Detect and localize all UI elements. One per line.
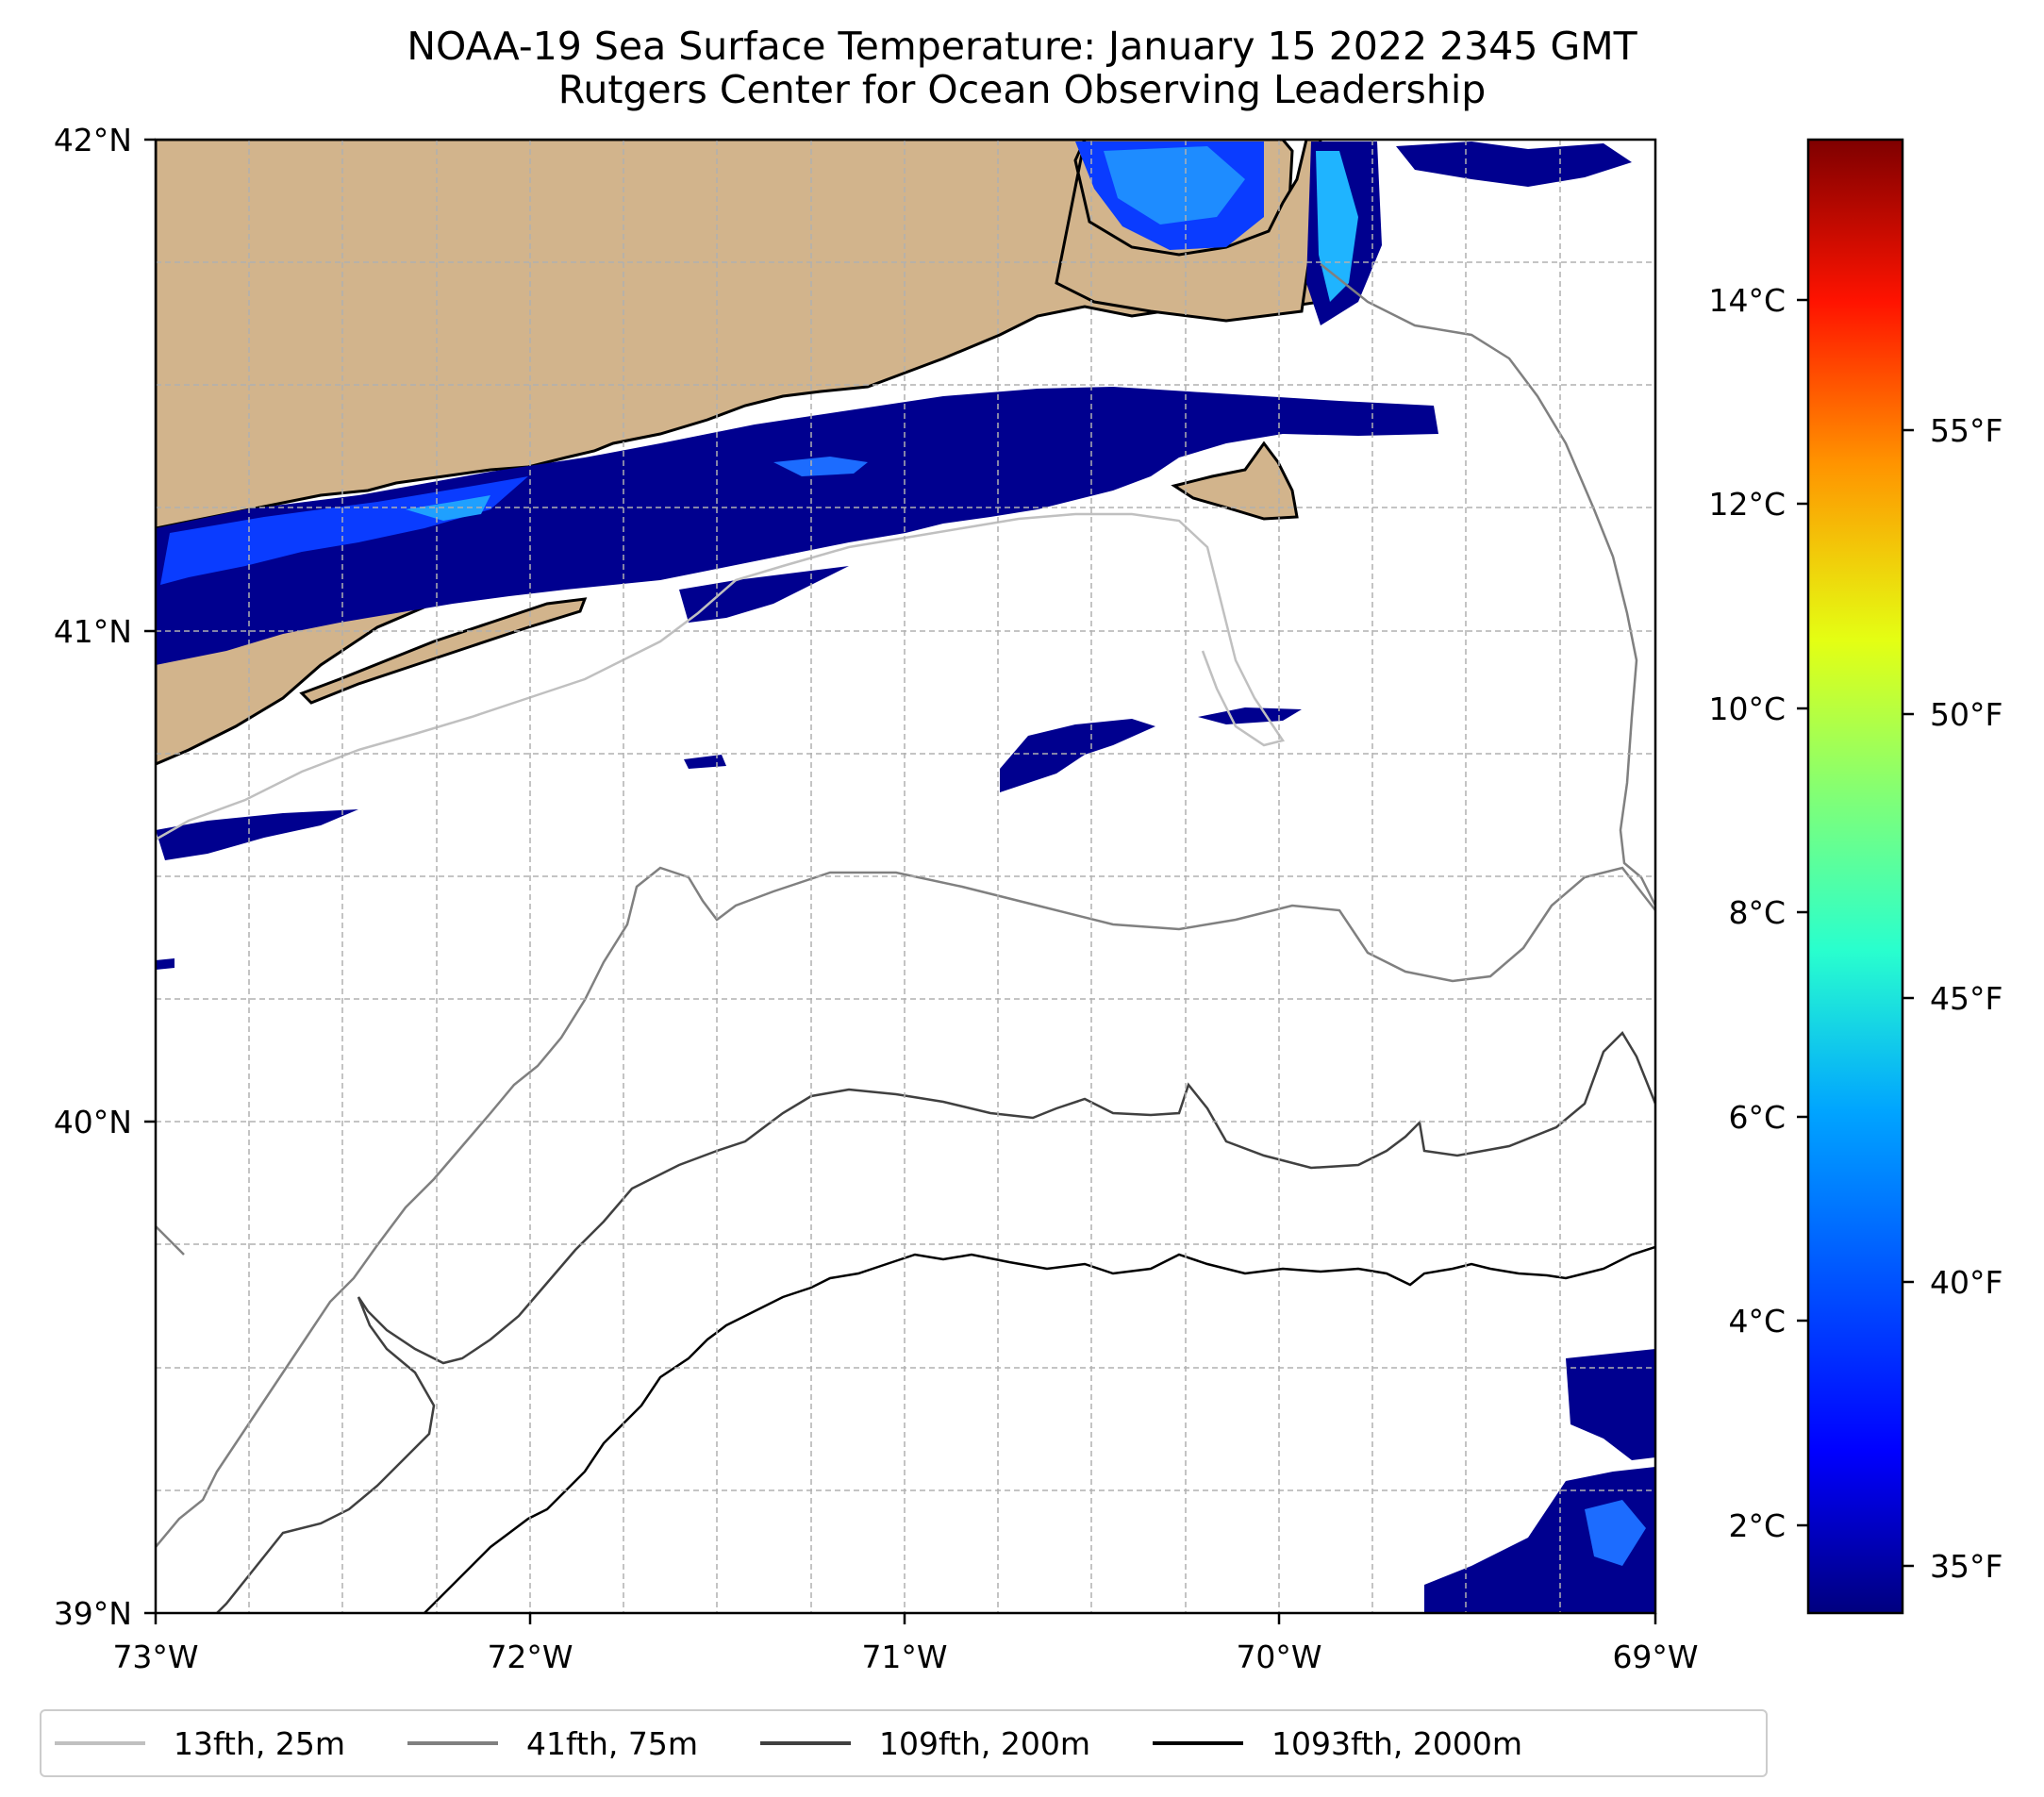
- legend-label: 13fth, 25m: [174, 1724, 345, 1762]
- colorbar-celsius-label: 2°C: [1728, 1507, 1786, 1544]
- contour-2000m: [424, 1245, 1655, 1613]
- colorbar-celsius-label: 14°C: [1708, 282, 1786, 319]
- sst-patches: [156, 141, 1655, 1613]
- colorbar-celsius-label: 6°C: [1728, 1099, 1786, 1136]
- colorbar-celsius-label: 4°C: [1728, 1303, 1786, 1339]
- legend-swatch: [760, 1741, 851, 1745]
- colorbar-celsius-label: 12°C: [1708, 486, 1786, 523]
- colorbar-celsius-label: 10°C: [1708, 691, 1786, 727]
- legend-item-25m: 13fth, 25m: [55, 1725, 345, 1762]
- legend-swatch: [55, 1741, 145, 1745]
- colorbar-gradient: [1806, 138, 1904, 1615]
- lat-label: 42°N: [54, 122, 132, 158]
- legend-item-2000m: 1093fth, 2000m: [1153, 1725, 1522, 1762]
- colorbar-celsius-label: 8°C: [1728, 894, 1786, 931]
- colorbar-fahrenheit-label: 55°F: [1930, 412, 2002, 449]
- legend-item-75m: 41fth, 75m: [407, 1725, 698, 1762]
- colorbar-fahrenheit-label: 40°F: [1930, 1264, 2002, 1301]
- contour-25m: [156, 512, 1286, 841]
- lat-label: 39°N: [54, 1595, 132, 1632]
- legend-item-200m: 109fth, 200m: [760, 1725, 1090, 1762]
- legend-swatch: [1153, 1741, 1243, 1745]
- lat-label: 40°N: [54, 1104, 132, 1140]
- title-line-1: NOAA-19 Sea Surface Temperature: January…: [407, 24, 1637, 69]
- bathymetry-contours: [156, 263, 1655, 1613]
- lon-label: 69°W: [1612, 1639, 1698, 1675]
- legend-label: 109fth, 200m: [879, 1724, 1090, 1762]
- gridlines: [156, 140, 1655, 1613]
- lon-tick-labels: 73°W 72°W 71°W 70°W 69°W: [112, 1639, 1698, 1675]
- contour-200m: [216, 1030, 1655, 1613]
- contour-legend: 13fth, 25m 41fth, 75m 109fth, 200m 1093f…: [40, 1709, 1768, 1777]
- map-area: [156, 140, 1655, 1613]
- lon-label: 71°W: [861, 1639, 947, 1675]
- colorbar-fahrenheit-label: 35°F: [1930, 1548, 2002, 1585]
- colorbar-fahrenheit-label: 50°F: [1930, 696, 2002, 733]
- map-title: NOAA-19 Sea Surface Temperature: January…: [0, 25, 2044, 111]
- legend-label: 41fth, 75m: [526, 1724, 698, 1762]
- lon-label: 73°W: [112, 1639, 198, 1675]
- title-line-2: Rutgers Center for Ocean Observing Leade…: [557, 67, 1487, 112]
- colorbar-fahrenheit-label: 45°F: [1930, 980, 2002, 1017]
- contour-75m: [156, 263, 1655, 1548]
- legend-swatch: [407, 1741, 498, 1745]
- land-nantucket: [1171, 441, 1299, 521]
- lon-label: 72°W: [487, 1639, 573, 1675]
- colorbar: 2°C 4°C 6°C 8°C 10°C 12°C 14°C 35°F 40°F…: [1708, 138, 2002, 1615]
- land-cape-cod: [1055, 140, 1322, 323]
- legend-label: 1093fth, 2000m: [1271, 1724, 1522, 1762]
- lat-tick-labels: 39°N 40°N 41°N 42°N: [54, 122, 132, 1632]
- axis-ticks: [144, 138, 1657, 1624]
- lon-label: 70°W: [1236, 1639, 1321, 1675]
- lat-label: 41°N: [54, 613, 132, 650]
- land-long-island-fork: [299, 597, 588, 705]
